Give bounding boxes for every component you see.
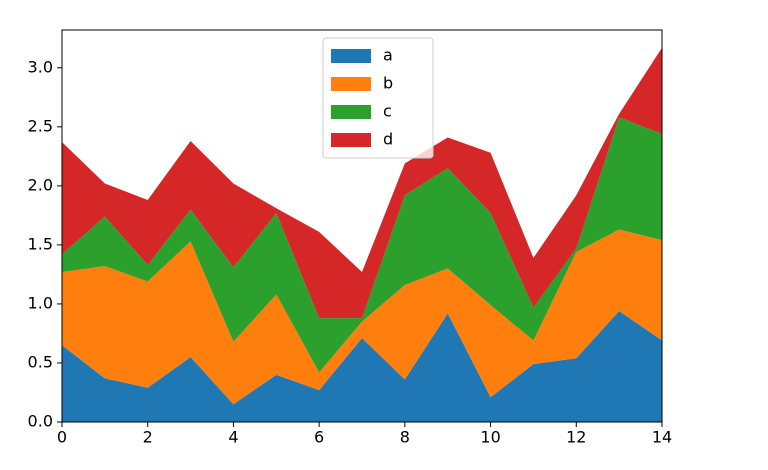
legend-swatch (331, 77, 371, 91)
x-tick-label: 4 (228, 428, 238, 447)
x-tick-label: 0 (57, 428, 67, 447)
y-tick-label: 1.0 (28, 293, 53, 312)
y-tick-label: 2.0 (28, 175, 53, 194)
legend-box (322, 37, 434, 159)
y-tick-label: 0.5 (28, 352, 53, 371)
x-tick-label: 2 (143, 428, 153, 447)
area (62, 117, 662, 373)
y-tick-label: 3.0 (28, 57, 53, 76)
x-tick-label: 8 (400, 428, 410, 447)
y-tick-label: 1.5 (28, 234, 53, 253)
legend-label: b (383, 74, 393, 93)
x-tick-label: 12 (566, 428, 586, 447)
area (62, 47, 662, 319)
x-tick-label: 10 (480, 428, 500, 447)
x-tick-label: 14 (652, 428, 672, 447)
x-tick-label: 6 (314, 428, 324, 447)
legend-label: c (383, 102, 392, 121)
area (62, 311, 662, 422)
y-tick-label: 2.5 (28, 116, 53, 135)
legend-swatch (331, 49, 371, 63)
plot-frame (61, 29, 663, 423)
area (62, 229, 662, 405)
legend-label: a (383, 46, 393, 65)
legend-swatch (331, 105, 371, 119)
legend-label: d (383, 130, 393, 149)
legend-swatch (331, 133, 371, 147)
y-tick-label: 0.0 (28, 412, 53, 431)
